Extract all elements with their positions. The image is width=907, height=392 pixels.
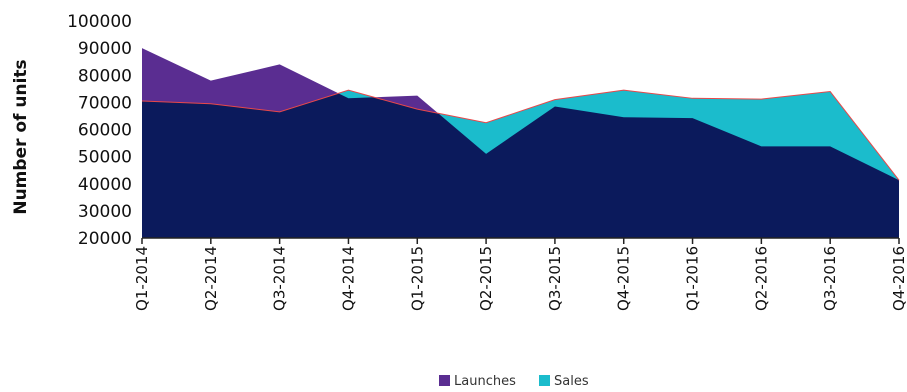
x-tick-label: Q3-2015 <box>546 246 564 311</box>
legend-label: Launches <box>454 374 516 389</box>
axes <box>142 238 899 244</box>
y-tick-label: 100000 <box>67 12 132 32</box>
legend-swatch <box>439 375 450 386</box>
legend-swatch <box>539 375 550 386</box>
x-tick-label: Q4-2016 <box>890 246 907 311</box>
y-tick-label: 50000 <box>78 148 132 168</box>
x-tick-label: Q1-2014 <box>133 246 151 311</box>
y-axis-title: Number of units <box>11 59 31 214</box>
x-tick-label: Q3-2016 <box>821 246 839 311</box>
x-tick-label: Q4-2014 <box>339 246 357 311</box>
x-tick-label: Q1-2015 <box>408 246 426 311</box>
x-tick-label: Q2-2014 <box>202 246 220 311</box>
y-tick-label: 70000 <box>78 93 132 113</box>
y-tick-label: 80000 <box>78 66 132 86</box>
y-tick-label: 90000 <box>78 39 132 59</box>
x-tick-label: Q2-2015 <box>477 246 495 311</box>
x-tick-label: Q4-2015 <box>615 246 633 311</box>
y-tick-label: 30000 <box>78 202 132 222</box>
y-tick-labels: 20000 30000 40000 50000 60000 70000 80000 90000… <box>67 12 132 249</box>
x-tick-labels: Q1-2014 Q2-2014 Q3-2014 Q4-2014 Q1-2015 Q2-20… <box>133 246 907 311</box>
y-tick-label: 40000 <box>78 175 132 195</box>
y-tick-label: 60000 <box>78 121 132 141</box>
legend-label: Sales <box>554 374 589 389</box>
x-tick-label: Q3-2014 <box>271 246 289 311</box>
legend: Launches Sales <box>439 374 589 389</box>
x-tick-label: Q2-2016 <box>752 246 770 311</box>
y-tick-label: 20000 <box>78 229 132 249</box>
x-tick-label: Q1-2016 <box>684 246 702 311</box>
plot-areas <box>142 48 899 238</box>
